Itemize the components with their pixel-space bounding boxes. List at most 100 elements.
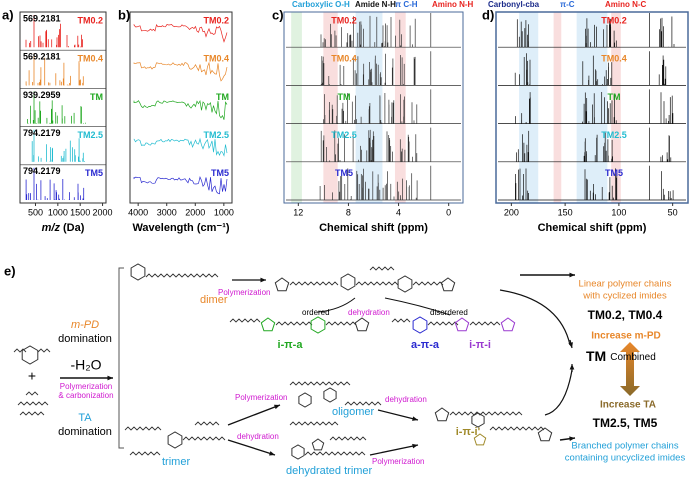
panel-label: a) xyxy=(2,7,14,22)
x-axis-label-var: m/z xyxy=(42,222,61,234)
bond-chain xyxy=(229,318,261,323)
x-axis-label: Chemical shift (ppm) xyxy=(538,222,647,234)
motif-label: i-π-i' xyxy=(456,426,481,438)
combined-label: TM Combined xyxy=(586,348,656,364)
trace-label: TM5 xyxy=(605,168,623,178)
step-label: disordered xyxy=(430,308,468,317)
bond-chain xyxy=(17,401,49,406)
plot-frame xyxy=(495,11,689,204)
step-label: ordered xyxy=(302,308,330,317)
trace-label: TM2.5 xyxy=(331,130,357,140)
band-label: Carboxylic O-H xyxy=(292,0,350,9)
arrow-head xyxy=(569,364,575,370)
trace-label: TM2.5 xyxy=(77,130,103,140)
x-axis-label: Chemical shift (ppm) xyxy=(319,222,428,234)
arrow xyxy=(377,409,419,421)
shade-band xyxy=(611,12,621,203)
spectrum xyxy=(133,176,228,195)
x-tick-label: 1500 xyxy=(70,207,90,217)
outcome-label: Branched polymer chains xyxy=(571,441,678,452)
step-label: Polymerization xyxy=(372,457,424,466)
x-tick-label: 3000 xyxy=(157,207,177,217)
peak-label: 794.2179 xyxy=(23,128,61,138)
spectrum xyxy=(31,129,85,162)
x-tick-label: 2000 xyxy=(93,207,113,217)
spectrum xyxy=(286,127,461,163)
combined-name: TM xyxy=(586,348,606,364)
ring xyxy=(130,263,146,281)
bond-chain xyxy=(145,273,219,278)
shade-band xyxy=(553,12,562,203)
x-tick-label: 12 xyxy=(293,207,303,217)
sample-group: TM2.5, TM5 xyxy=(593,416,658,430)
trace-label: TM2.5 xyxy=(601,130,627,140)
x-tick-label: 8 xyxy=(346,207,351,217)
bond-chain xyxy=(129,451,161,456)
bond-chain xyxy=(275,321,313,326)
imide-ring xyxy=(354,317,370,332)
process-label: Polymerization xyxy=(60,382,112,391)
curve-arrow xyxy=(544,369,573,416)
bond-chain xyxy=(182,436,226,441)
imide-ring xyxy=(500,317,516,332)
spectrum xyxy=(133,99,228,120)
outcome-label: with cyclized imides xyxy=(582,291,667,302)
step-label: dehydration xyxy=(385,395,427,404)
trace-label: TM0.2 xyxy=(601,15,627,25)
species-label: trimer xyxy=(162,456,190,468)
imide-ring xyxy=(311,438,325,451)
plot-frame xyxy=(283,11,464,204)
condition: TA domination xyxy=(58,412,112,438)
panel-label: e) xyxy=(4,263,16,278)
band-label: π-C xyxy=(560,0,575,9)
x-tick-label: 1000 xyxy=(48,207,68,217)
trace-label: TM xyxy=(216,92,229,102)
arrow-head xyxy=(412,416,418,421)
byproduct: -H₂O xyxy=(70,357,101,373)
trace-label: TM xyxy=(338,92,351,102)
imide-ring xyxy=(274,277,290,292)
double-arrow xyxy=(620,342,640,396)
branch-arrows xyxy=(317,297,451,316)
condition: m-PD domination xyxy=(58,319,112,345)
trend-label: Increase m-PD xyxy=(591,331,660,342)
arrow-head xyxy=(568,342,573,348)
arrow xyxy=(369,444,419,456)
trace-label: TM5 xyxy=(211,168,229,178)
trace-label: TM0.2 xyxy=(203,15,229,25)
spectrum xyxy=(286,89,461,124)
x-tick-label: 100 xyxy=(611,207,626,217)
process-label: & carbonization xyxy=(58,391,113,400)
spectrum xyxy=(498,127,686,163)
arrow-head xyxy=(107,375,113,381)
combined-rest: Combined xyxy=(610,352,656,363)
band-label: Amide N-H xyxy=(355,0,396,9)
x-tick-label: 50 xyxy=(668,207,678,217)
x-tick-label: 4000 xyxy=(128,207,148,217)
ring xyxy=(340,273,356,291)
x-tick-label: 4 xyxy=(396,207,401,217)
bracket xyxy=(118,267,124,449)
agent: m-PD xyxy=(71,319,99,331)
arrow xyxy=(227,404,281,426)
arrow-head xyxy=(274,404,280,410)
bond-chain xyxy=(355,281,399,286)
panel-label: c) xyxy=(272,7,284,22)
arrow-head xyxy=(569,436,575,442)
step-label: Polymerization xyxy=(218,288,270,297)
x-axis-label: Wavelength (cm⁻¹) xyxy=(132,222,229,234)
outcome-label: Linear polymer chains xyxy=(579,279,672,290)
bond-chain xyxy=(469,321,501,326)
shade-band xyxy=(323,12,338,203)
arrow-head xyxy=(260,277,266,283)
ring xyxy=(323,387,337,403)
band-label: Amino N-C xyxy=(605,0,647,9)
peak-label: 939.2959 xyxy=(23,90,61,100)
x-axis-label: m/z (Da) xyxy=(42,222,85,234)
spectrum xyxy=(286,165,461,201)
motif-label: a-π-a xyxy=(411,339,440,351)
bond-chain xyxy=(124,426,162,431)
species-label: dehydrated trimer xyxy=(286,465,373,477)
spectrum xyxy=(133,23,228,43)
condition-rest: domination xyxy=(58,333,112,345)
